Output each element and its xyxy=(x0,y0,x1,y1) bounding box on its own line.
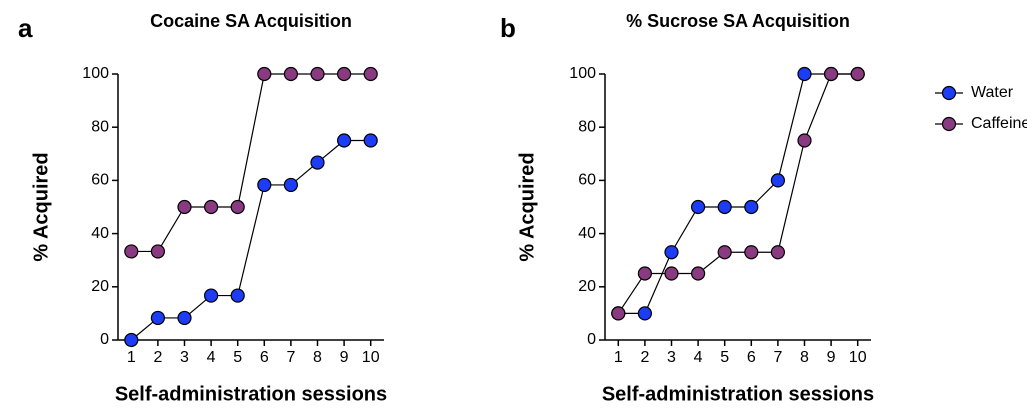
data-point xyxy=(770,245,786,260)
data-point xyxy=(177,199,192,215)
x-tick-label: 7 xyxy=(773,349,782,366)
data-point xyxy=(204,288,219,303)
series-line xyxy=(130,139,371,341)
data-point xyxy=(637,306,653,321)
x-tick-label: 3 xyxy=(667,349,676,366)
series-line xyxy=(617,73,858,314)
legend-marker xyxy=(941,85,957,101)
data-point xyxy=(337,66,352,82)
x-tick-label: 6 xyxy=(747,349,756,366)
x-tick-label: 2 xyxy=(640,349,649,366)
data-point xyxy=(850,66,865,82)
y-tick-label: 40 xyxy=(578,225,596,242)
data-point xyxy=(124,244,139,259)
y-tick-label: 80 xyxy=(91,118,109,135)
data-point xyxy=(283,177,298,193)
data-point xyxy=(150,244,165,259)
x-tick-label: 5 xyxy=(233,349,242,366)
legend-label: Water xyxy=(971,84,1014,101)
series-line xyxy=(618,73,858,314)
data-point xyxy=(717,245,732,260)
data-point xyxy=(310,155,325,170)
chart-title: Cocaine SA Acquisition xyxy=(150,11,352,31)
data-point xyxy=(363,133,378,148)
data-point xyxy=(637,266,653,281)
data-point xyxy=(177,310,192,326)
x-tick-label: 10 xyxy=(849,349,867,366)
chart-title: % Sucrose SA Acquisition xyxy=(626,11,850,31)
series-line xyxy=(131,73,371,253)
data-point xyxy=(150,310,165,326)
data-point xyxy=(823,66,839,82)
data-point xyxy=(664,245,679,260)
data-point xyxy=(744,199,759,215)
y-tick-label: 60 xyxy=(578,172,596,189)
data-point xyxy=(690,266,706,281)
x-axis-label: Self-administration sessions xyxy=(115,383,387,405)
data-point xyxy=(611,306,626,321)
x-tick-label: 2 xyxy=(153,349,162,366)
x-tick-label: 8 xyxy=(800,349,809,366)
data-point xyxy=(124,332,139,348)
y-tick-label: 0 xyxy=(100,331,109,348)
x-tick-label: 6 xyxy=(260,349,269,366)
data-point xyxy=(690,199,706,215)
x-tick-label: 1 xyxy=(127,349,136,366)
y-axis-label: % Acquired xyxy=(516,152,538,261)
data-point xyxy=(664,266,679,281)
data-point xyxy=(797,133,812,148)
data-point xyxy=(717,199,732,215)
data-point xyxy=(310,66,325,82)
panel-label: b xyxy=(500,13,516,43)
x-axis-label: Self-administration sessions xyxy=(602,383,874,405)
data-point xyxy=(230,288,245,303)
data-point xyxy=(797,66,812,82)
x-tick-label: 4 xyxy=(694,349,703,366)
y-tick-label: 60 xyxy=(91,172,109,189)
x-tick-label: 1 xyxy=(614,349,623,366)
y-tick-label: 100 xyxy=(569,65,596,82)
data-point xyxy=(337,133,352,148)
y-tick-label: 0 xyxy=(587,331,596,348)
y-tick-label: 20 xyxy=(578,278,596,295)
legend-label: Caffeine xyxy=(971,115,1027,132)
data-point xyxy=(230,199,245,215)
data-point xyxy=(257,177,272,193)
data-point xyxy=(363,66,378,82)
data-point xyxy=(744,245,759,260)
x-tick-label: 4 xyxy=(207,349,216,366)
x-tick-label: 8 xyxy=(313,349,322,366)
y-axis-label: % Acquired xyxy=(30,152,52,261)
x-tick-label: 10 xyxy=(362,349,380,366)
x-tick-label: 9 xyxy=(340,349,349,366)
y-tick-label: 80 xyxy=(578,118,596,135)
data-point xyxy=(204,199,219,215)
data-point xyxy=(257,66,272,82)
x-tick-label: 3 xyxy=(180,349,189,366)
legend-marker xyxy=(941,116,957,132)
data-point xyxy=(283,66,298,82)
y-tick-label: 20 xyxy=(91,278,109,295)
x-tick-label: 9 xyxy=(827,349,836,366)
x-tick-label: 7 xyxy=(286,349,295,366)
panel-label: a xyxy=(18,13,33,43)
y-tick-label: 40 xyxy=(91,225,109,242)
x-tick-label: 5 xyxy=(720,349,729,366)
data-point xyxy=(770,173,786,188)
y-tick-label: 100 xyxy=(82,65,109,82)
